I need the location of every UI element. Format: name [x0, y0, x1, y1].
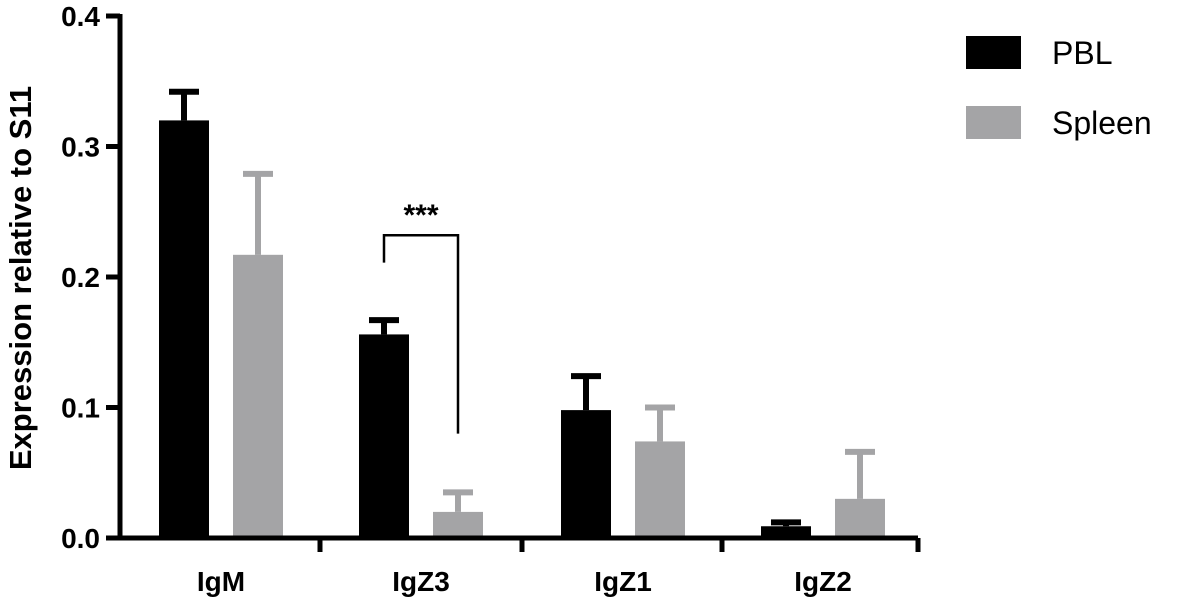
x-tick-label-igz3: IgZ3	[392, 566, 450, 597]
legend-swatch-spleen	[966, 106, 1021, 139]
bar-spleen-igz1	[635, 441, 685, 538]
significance-bracket	[382, 233, 460, 434]
y-tick-label: 0.3	[61, 132, 100, 163]
bar-pbl-igz3	[359, 334, 409, 538]
bar-pbl-igz1	[561, 410, 611, 538]
error-bars-layer	[169, 88, 875, 527]
x-tick-label-igz1: IgZ1	[594, 566, 652, 597]
legend-label-spleen: Spleen	[1052, 105, 1152, 141]
x-tick-label-igm: IgM	[197, 566, 245, 597]
axes: 0.0 0.1 0.2 0.3 0.4 IgM IgZ3 IgZ1 IgZ2	[61, 1, 921, 597]
significance-annotations: ***	[382, 199, 460, 434]
legend-swatch-pbl	[966, 36, 1021, 69]
bar-spleen-igz3	[433, 511, 483, 538]
bar-spleen-igm	[233, 254, 283, 538]
bar-pbl-igm	[159, 120, 209, 539]
bars-layer	[159, 120, 885, 539]
x-tick-label-igz2: IgZ2	[794, 566, 852, 597]
bar-pbl-igz2	[761, 526, 811, 538]
y-tick-label: 0.0	[61, 523, 100, 554]
legend: PBL Spleen	[966, 35, 1152, 141]
y-tick-label: 0.2	[61, 262, 100, 293]
y-axis-label: Expression relative to S11	[3, 86, 38, 470]
bar-spleen-igz2	[835, 498, 885, 538]
y-tick-label: 0.4	[61, 1, 100, 32]
y-tick-label: 0.1	[61, 393, 100, 424]
legend-label-pbl: PBL	[1052, 35, 1112, 71]
significance-label: ***	[403, 199, 438, 232]
